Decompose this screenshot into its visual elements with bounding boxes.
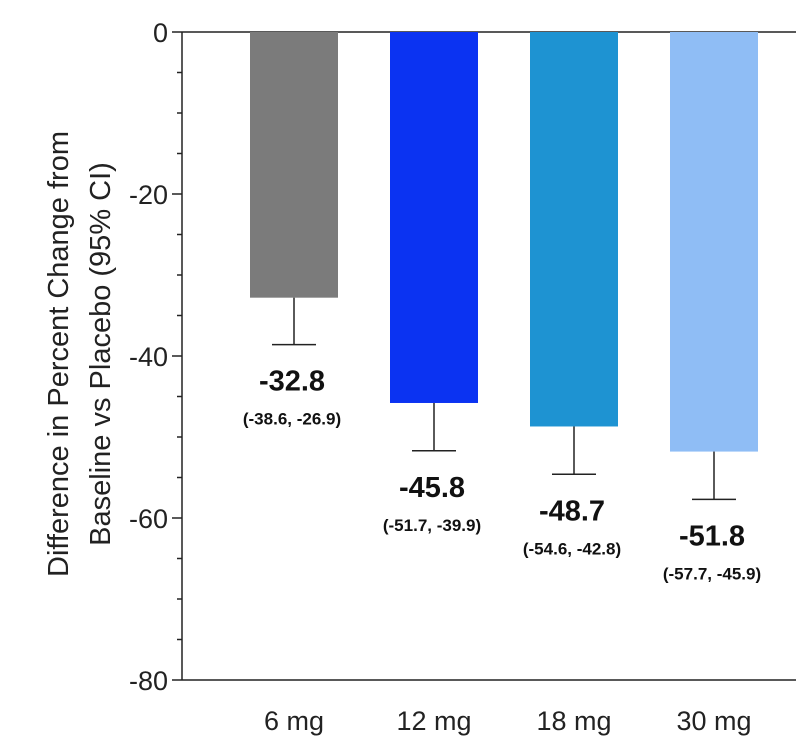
error-bars [272,297,736,501]
bar [250,32,338,298]
ci-label: (-54.6, -42.8) [523,539,621,558]
ci-label: (-38.6, -26.9) [243,410,341,429]
ci-label: (-57.7, -45.9) [663,564,761,583]
x-tick-labels: 6 mg 12 mg 18 mg 30 mg [264,706,752,736]
bar [670,32,758,452]
bars [250,32,758,452]
y-tick-label: -20 [129,180,168,210]
ci-label: (-51.7, -39.9) [383,516,481,535]
x-tick-label: 12 mg [396,706,471,736]
value-label: -45.8 [399,472,465,504]
y-tick-label: -40 [129,342,168,372]
bar [530,32,618,427]
y-axis-title-line-1: Difference in Percent Change from [43,131,75,577]
y-tick-label: 0 [153,18,168,48]
x-tick-label: 30 mg [676,706,751,736]
y-axis-title-line-2: Baseline vs Placebo (95% CI) [85,162,117,546]
y-tick-label: -80 [129,666,168,696]
y-tick-labels: 0 -20 -40 -60 -80 [129,18,168,696]
value-label: -32.8 [259,366,325,398]
value-label: -51.8 [679,520,745,552]
bar [390,32,478,403]
x-tick-label: 18 mg [536,706,611,736]
x-tick-label: 6 mg [264,706,324,736]
value-label: -48.7 [539,495,605,527]
y-tick-label: -60 [129,504,168,534]
y-axis-title: Difference in Percent Change from Baseli… [43,131,117,577]
data-labels: -32.8 (-38.6, -26.9) -45.8 (-51.7, -39.9) -4… [243,366,761,584]
